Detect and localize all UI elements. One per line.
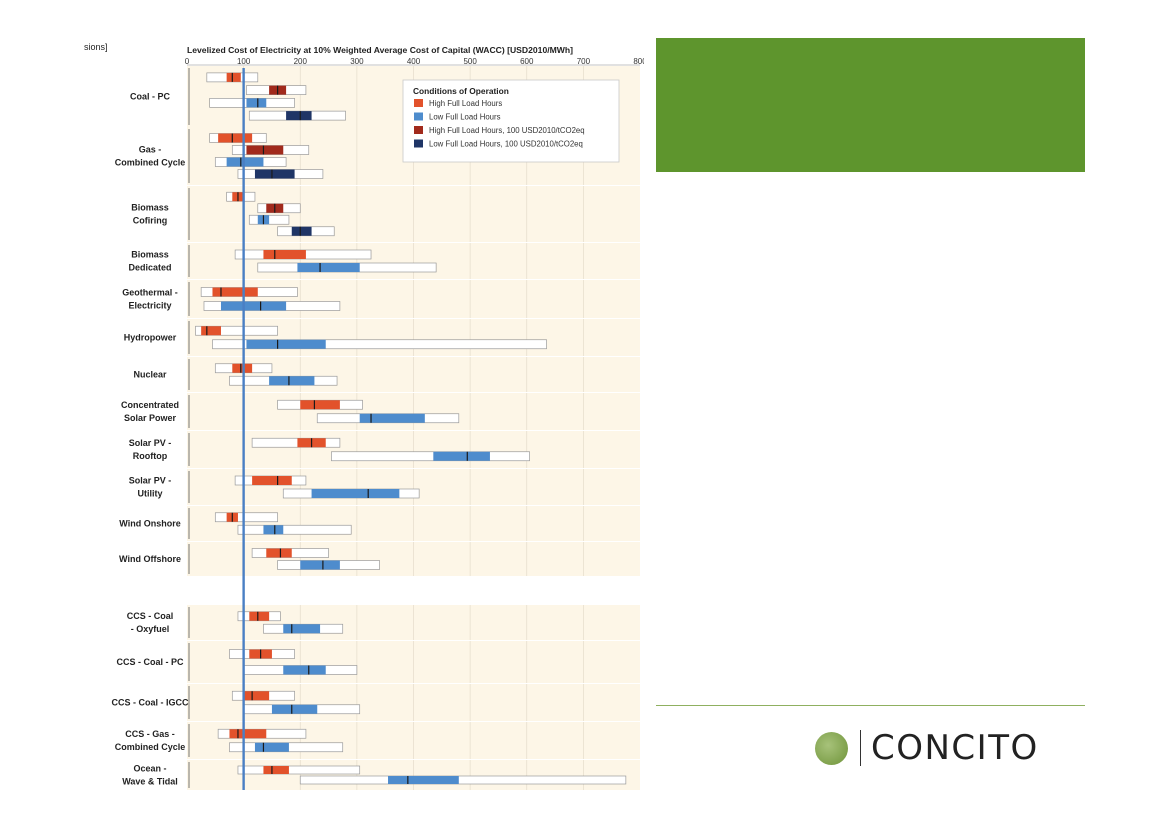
technology-label: Gas - (139, 145, 162, 155)
quartile-bar (433, 451, 490, 461)
technology-label: Solar PV - (129, 438, 172, 448)
quartile-bar (263, 766, 289, 774)
quartile-bar (266, 548, 292, 558)
technology-label: Nuclear (133, 370, 167, 380)
technology-label: CCS - Coal - IGCC (111, 698, 189, 708)
quartile-bar (252, 476, 292, 485)
quartile-bar (388, 776, 459, 784)
quartile-bar (271, 704, 318, 714)
technology-label: Solar PV - (129, 476, 172, 486)
range-bar (248, 214, 290, 225)
range-bar (237, 524, 352, 535)
quartile-bar (300, 560, 340, 570)
technology-label: Concentrated (121, 400, 179, 410)
x-tick-label: 500 (463, 57, 477, 66)
x-tick-label: 100 (237, 57, 251, 66)
quartile-bar (269, 376, 315, 386)
legend-entry: Low Full Load Hours (429, 113, 501, 122)
legend-entry: High Full Load Hours, 100 USD2010/tCO2eq (429, 126, 585, 135)
quartile-bar (300, 400, 340, 410)
concito-logo: CONCITO (815, 728, 1039, 768)
technology-label: Wave & Tidal (122, 777, 178, 787)
technology-label: Solar Power (124, 413, 177, 423)
quartile-bar (220, 301, 287, 311)
quartile-bar (254, 742, 289, 752)
quartile-bar (291, 226, 312, 236)
legend-entry: High Full Load Hours (429, 99, 502, 108)
quartile-bar (226, 72, 241, 82)
x-tick-label: 800 (633, 57, 644, 66)
quartile-bar (201, 326, 221, 336)
quartile-bar (246, 98, 267, 108)
legend: Conditions of Operation High Full Load Ho… (402, 79, 620, 163)
technology-label: Biomass (131, 250, 169, 260)
legend-box (402, 79, 620, 163)
technology-label: Cofiring (133, 216, 168, 226)
quartile-bar (359, 413, 425, 423)
range-bar (331, 451, 530, 462)
quartile-bar (297, 263, 360, 272)
x-tick-label: 300 (350, 57, 364, 66)
range-bar (251, 437, 341, 448)
quartile-bar (218, 133, 253, 143)
logo-text: CONCITO (871, 728, 1039, 768)
range-bar (299, 775, 627, 785)
x-tick-label: 200 (294, 57, 308, 66)
legend-swatch (414, 99, 423, 107)
technology-label: CCS - Coal - PC (116, 657, 184, 667)
range-bar (212, 339, 547, 350)
quartile-bar (212, 287, 258, 297)
legend-swatch (414, 139, 423, 148)
legend-entry: Low Full Load Hours, 100 USD2010/tCO2eq (429, 140, 583, 149)
quartile-bar (249, 611, 270, 621)
quartile-bar (283, 624, 321, 634)
legend-swatch (414, 112, 423, 121)
chart-title: Levelized Cost of Electricity at 10% Wei… (187, 45, 573, 55)
technology-label: Biomass (131, 203, 169, 213)
quartile-bar (311, 489, 400, 498)
technology-label: Coal - PC (130, 92, 171, 102)
technology-label: - Oxyfuel (131, 624, 170, 634)
header-fragment: sions] (84, 42, 108, 52)
lcoe-chart: sions] Levelized Cost of Electricity at 1… (84, 42, 644, 790)
technology-label: Combined Cycle (115, 158, 186, 168)
logo-dot-icon (815, 731, 848, 765)
range-bar (237, 765, 361, 775)
quartile-bar (246, 339, 326, 349)
technology-label: Wind Onshore (119, 519, 180, 529)
divider-line (656, 705, 1085, 706)
quartile-bar (286, 111, 312, 121)
technology-label: Hydropower (124, 333, 177, 343)
technology-label: Dedicated (128, 263, 171, 273)
quartile-bar (229, 729, 267, 739)
quartile-bar (283, 665, 326, 675)
technology-label: Utility (137, 489, 162, 499)
quartile-bar (232, 363, 253, 373)
legend-swatch (414, 126, 423, 134)
x-tick-label: 600 (520, 57, 534, 66)
x-tick-label: 400 (407, 57, 421, 66)
range-bar (214, 512, 278, 523)
quartile-bar (243, 691, 270, 701)
legend-title: Conditions of Operation (413, 86, 509, 96)
technology-label: Geothermal - (122, 288, 178, 298)
quartile-bar (226, 157, 264, 167)
technology-label: CCS - Gas - (125, 729, 175, 739)
technology-label: Electricity (128, 301, 171, 311)
technology-label: Rooftop (133, 451, 168, 461)
x-tick-label: 700 (577, 57, 591, 66)
title-placeholder-box (656, 38, 1085, 172)
quartile-bar (254, 169, 295, 179)
x-tick-label: 0 (185, 57, 190, 66)
technology-label: Wind Offshore (119, 554, 181, 564)
quartile-bar (263, 250, 306, 259)
quartile-bar (246, 145, 284, 155)
range-bar (195, 325, 278, 336)
technology-label: CCS - Coal (127, 611, 174, 621)
logo-separator (860, 730, 861, 766)
quartile-bar (263, 525, 284, 535)
technology-label: Ocean - (133, 764, 166, 774)
technology-label: Combined Cycle (115, 742, 186, 752)
